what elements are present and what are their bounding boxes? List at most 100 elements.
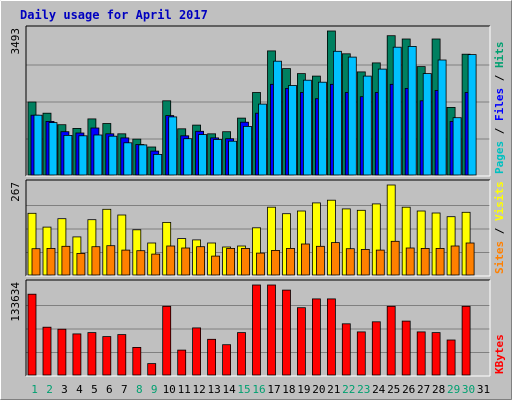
bar-kbytes-day-25 xyxy=(386,305,396,376)
legend-part-hits-1: / xyxy=(493,121,506,141)
x-tick-label-7: 7 xyxy=(121,383,128,396)
bar-sites-day-12 xyxy=(196,246,206,276)
bar-kbytes-day-18 xyxy=(282,289,291,376)
bar-pages-day-20 xyxy=(317,81,327,176)
bar-pages-day-26 xyxy=(407,46,417,176)
x-tick-label-1: 1 xyxy=(31,383,38,396)
chart-title: Daily usage for April 2017 xyxy=(20,8,208,22)
bar-pages-day-9 xyxy=(153,153,163,176)
bar-pages-day-2 xyxy=(48,122,58,176)
x-tick-label-12: 12 xyxy=(192,383,205,396)
bar-sites-day-28 xyxy=(435,247,445,276)
bar-sites-day-3 xyxy=(61,245,71,276)
bar-kbytes-day-3 xyxy=(57,328,67,376)
bar-pages-day-6 xyxy=(108,135,118,176)
legend-hits: Pages / Files / Hits xyxy=(493,42,506,175)
x-tick-label-22: 22 xyxy=(342,383,355,396)
bar-sites-day-20 xyxy=(315,245,325,276)
bar-sites-day-15 xyxy=(241,247,250,276)
legend-part-visits-0: Sites xyxy=(493,241,506,274)
x-tick-label-9: 9 xyxy=(151,383,158,396)
legend-part-hits-3: / xyxy=(493,68,506,88)
x-tick-label-3: 3 xyxy=(61,383,68,396)
bar-sites-day-11 xyxy=(181,247,191,276)
bar-sites-day-1 xyxy=(31,248,41,276)
bar-kbytes-day-13 xyxy=(207,338,217,376)
x-tick-label-2: 2 xyxy=(46,383,53,396)
series-sites xyxy=(31,240,475,276)
bar-sites-day-24 xyxy=(375,249,385,276)
bar-sites-day-30 xyxy=(465,242,475,276)
bar-pages-day-19 xyxy=(302,79,312,176)
bar-pages-day-7 xyxy=(123,142,133,176)
bar-pages-day-8 xyxy=(138,144,148,176)
bar-kbytes-day-24 xyxy=(371,321,381,376)
bar-sites-day-27 xyxy=(420,247,430,276)
bar-pages-day-22 xyxy=(347,56,357,176)
bar-sites-day-23 xyxy=(360,248,370,276)
x-tick-label-11: 11 xyxy=(178,383,191,396)
bar-kbytes-day-14 xyxy=(222,344,232,376)
x-tick-label-29: 29 xyxy=(447,383,460,396)
bar-sites-day-17 xyxy=(271,249,280,276)
x-tick-label-30: 30 xyxy=(462,383,475,396)
bar-pages-day-29 xyxy=(452,117,462,176)
x-tick-label-27: 27 xyxy=(417,383,430,396)
bar-sites-day-25 xyxy=(390,240,400,276)
bar-kbytes-day-9 xyxy=(147,363,157,376)
bar-kbytes-day-28 xyxy=(431,332,441,376)
bar-sites-day-29 xyxy=(450,245,460,276)
y-max-label-visits: 267 xyxy=(9,182,22,202)
x-tick-label-19: 19 xyxy=(297,383,310,396)
bar-kbytes-day-16 xyxy=(252,284,261,376)
series-kbytes xyxy=(27,284,471,376)
legend-part-visits-1: / xyxy=(493,221,506,241)
x-tick-label-15: 15 xyxy=(237,383,250,396)
x-tick-label-21: 21 xyxy=(327,383,340,396)
bar-sites-day-2 xyxy=(46,247,56,276)
bar-pages-day-27 xyxy=(422,73,432,176)
bar-kbytes-day-5 xyxy=(87,332,97,376)
x-tick-label-26: 26 xyxy=(402,383,415,396)
bar-kbytes-day-7 xyxy=(117,334,127,376)
bar-kbytes-day-12 xyxy=(192,327,202,376)
x-tick-label-24: 24 xyxy=(372,383,386,396)
x-tick-label-14: 14 xyxy=(222,383,236,396)
bar-kbytes-day-10 xyxy=(162,305,172,376)
bar-kbytes-day-6 xyxy=(102,336,112,376)
bar-sites-day-9 xyxy=(151,253,161,276)
chart-panels: 3493 Pages / Files / Hits 267 Sites / Visit… xyxy=(9,25,506,377)
bar-kbytes-day-1 xyxy=(27,293,37,376)
legend-kbytes: KBytes xyxy=(493,334,506,374)
bar-kbytes-day-19 xyxy=(296,307,306,376)
bar-pages-day-17 xyxy=(273,60,282,176)
bar-pages-day-14 xyxy=(228,140,238,176)
bar-sites-day-7 xyxy=(121,249,131,276)
x-axis-labels: 1 2 3 4 5 6 7 8 9 10 11 12 13 14 15 16 17 18 19 20 21 22 23 24 2… xyxy=(31,383,490,396)
bar-pages-day-1 xyxy=(33,114,43,176)
bar-pages-day-28 xyxy=(437,59,447,176)
bar-sites-day-16 xyxy=(256,252,265,276)
bar-sites-day-18 xyxy=(286,247,295,276)
x-tick-label-23: 23 xyxy=(357,383,370,396)
panel-visits: 267 Sites / Visits xyxy=(9,179,506,277)
bar-kbytes-day-2 xyxy=(42,326,52,376)
bar-sites-day-6 xyxy=(106,245,116,276)
bar-pages-day-18 xyxy=(288,85,297,176)
series-pages xyxy=(33,46,477,176)
bar-pages-day-5 xyxy=(93,134,103,176)
x-tick-label-6: 6 xyxy=(106,383,113,396)
x-tick-label-31: 31 xyxy=(477,383,490,396)
bar-kbytes-day-22 xyxy=(341,323,351,376)
bar-sites-day-5 xyxy=(91,246,101,276)
bar-kbytes-day-17 xyxy=(267,284,276,376)
bar-sites-day-22 xyxy=(345,248,355,276)
x-tick-label-18: 18 xyxy=(282,383,295,396)
bar-pages-day-25 xyxy=(392,46,402,176)
panel-hits: 3493 Pages / Files / Hits xyxy=(9,25,506,177)
bar-sites-day-13 xyxy=(211,255,221,276)
x-tick-label-25: 25 xyxy=(387,383,400,396)
bar-pages-day-4 xyxy=(78,135,88,176)
bar-pages-day-23 xyxy=(362,75,372,176)
